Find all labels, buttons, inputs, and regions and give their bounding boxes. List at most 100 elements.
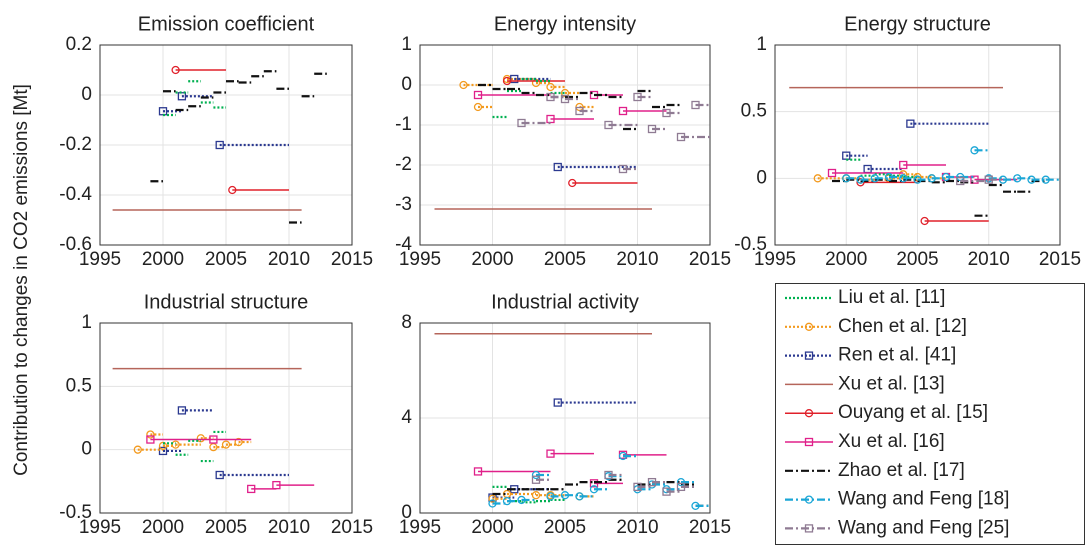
marker	[856, 175, 865, 184]
x-tick-label: 2010	[616, 249, 658, 270]
marker	[633, 482, 642, 492]
marker	[662, 487, 671, 496]
marker	[676, 482, 686, 492]
marker	[662, 108, 671, 118]
y-tick-label: -4	[395, 234, 412, 255]
y-tick-label: 0	[81, 439, 92, 460]
y-tick-label: 0.5	[741, 101, 767, 122]
marker	[998, 175, 1008, 184]
y-tick-label: -2	[395, 154, 412, 175]
x-tick-label: 2010	[268, 249, 310, 270]
y-tick-label: 0.2	[66, 34, 92, 55]
marker	[589, 479, 599, 488]
y-tick-label: -0.2	[59, 134, 92, 155]
marker	[970, 175, 979, 184]
marker	[502, 496, 512, 506]
marker	[546, 449, 555, 458]
marker	[171, 440, 180, 449]
x-tick-label: 2000	[471, 517, 513, 538]
marker	[647, 124, 657, 134]
marker	[906, 119, 915, 128]
y-tick-label: 8	[401, 312, 412, 333]
y-tick-label: -0.4	[59, 184, 92, 205]
panel-title: Industrial activity	[491, 291, 639, 313]
marker	[234, 437, 243, 447]
marker	[575, 492, 584, 501]
marker	[215, 470, 224, 480]
marker	[827, 168, 837, 178]
marker	[568, 178, 577, 188]
marker	[488, 499, 497, 508]
marker	[546, 92, 555, 102]
marker	[171, 65, 180, 75]
y-tick-label: -3	[395, 194, 412, 215]
marker	[473, 90, 483, 100]
marker	[517, 495, 526, 505]
y-tick-label: -1	[395, 114, 412, 135]
marker	[575, 106, 584, 116]
marker	[589, 485, 599, 494]
marker	[459, 80, 468, 90]
marker	[531, 470, 541, 480]
x-tick-label: 2010	[268, 517, 310, 538]
marker	[604, 120, 613, 130]
legend-label: Zhao et al. [17]	[838, 460, 965, 481]
marker	[473, 102, 483, 112]
marker	[177, 406, 187, 415]
x-tick-label: 2005	[544, 517, 586, 538]
marker	[927, 174, 936, 183]
marker	[510, 74, 519, 84]
marker	[604, 470, 613, 480]
legend-label: Wang and Feng [18]	[838, 489, 1009, 510]
x-tick-label: 2010	[616, 517, 658, 538]
marker	[804, 524, 814, 533]
axes-box	[99, 322, 353, 514]
x-tick-label: 2000	[471, 249, 513, 270]
x-tick-label: 2000	[142, 517, 184, 538]
panel-title: Industrial structure	[144, 291, 309, 313]
x-tick-label: 2005	[205, 249, 247, 270]
marker	[884, 172, 894, 182]
marker	[618, 451, 628, 461]
marker	[633, 92, 642, 102]
marker	[804, 351, 814, 360]
marker	[899, 160, 908, 170]
axes-box	[419, 322, 711, 514]
marker	[517, 118, 526, 128]
x-tick-label: 2015	[331, 517, 373, 538]
marker	[647, 477, 657, 487]
marker	[618, 106, 628, 116]
x-tick-label: 2005	[544, 249, 586, 270]
marker	[272, 480, 281, 490]
marker	[553, 398, 562, 407]
x-tick-label: 2015	[1039, 249, 1081, 270]
x-tick-label: 1995	[79, 517, 121, 538]
legend-label: Liu et al. [11]	[838, 287, 945, 308]
axes-box	[99, 44, 353, 246]
marker	[546, 82, 555, 92]
marker	[221, 440, 231, 449]
marker	[899, 174, 908, 183]
marker	[804, 495, 814, 504]
marker	[691, 100, 700, 110]
marker	[531, 491, 541, 500]
marker	[209, 435, 218, 444]
y-tick-label: 0	[756, 167, 767, 188]
marker	[215, 140, 224, 150]
axes-box	[419, 44, 711, 246]
panel-title: Energy intensity	[494, 13, 636, 35]
marker	[970, 146, 979, 155]
y-tick-label: -0.5	[59, 502, 92, 523]
marker	[941, 172, 951, 182]
panel-title: Emission coefficient	[138, 13, 315, 35]
marker	[920, 216, 929, 226]
marker	[1027, 175, 1036, 184]
y-tick-label: 1	[81, 312, 92, 333]
y-tick-label: -0.5	[734, 234, 767, 255]
y-tick-label: 0	[401, 502, 412, 523]
marker	[553, 162, 562, 172]
marker	[691, 501, 700, 511]
legend-label: Xu et al. [16]	[838, 431, 945, 452]
x-tick-label: 1995	[754, 249, 796, 270]
